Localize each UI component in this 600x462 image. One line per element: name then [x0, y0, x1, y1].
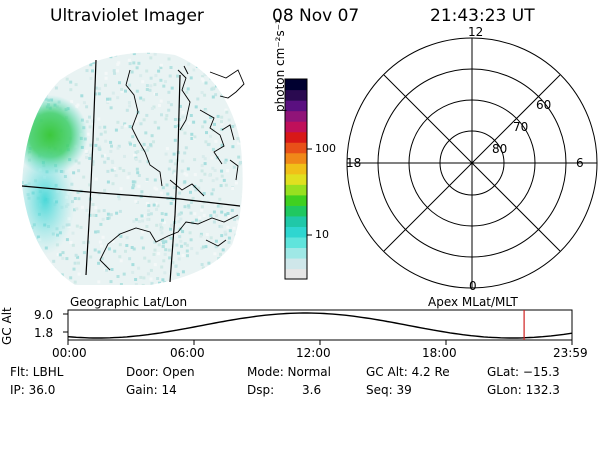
gc-xtick-3: 18:00 [422, 346, 457, 360]
status-gc-alt: GC Alt: 4.2 Re [366, 365, 450, 379]
imager-graphics [21, 37, 598, 345]
polar-mlt-6: 6 [576, 156, 584, 170]
polar-mlt-0: 0 [469, 279, 477, 293]
status-seq: Seq: 39 [366, 383, 412, 397]
gc-ymin-label: 1.8 [34, 326, 54, 340]
gc-xtick-0: 00:00 [52, 346, 87, 360]
colorbar-segment [285, 131, 307, 143]
status-filter: Flt: LBHL [10, 365, 64, 379]
status-glat: GLat: −15.3 [487, 365, 560, 379]
colorbar-segment [285, 100, 307, 112]
status-glon: GLon: 132.3 [487, 383, 560, 397]
polar-axis-diagonal-b [383, 74, 561, 252]
status-dsp-value: 3.6 [302, 383, 322, 397]
gc-altitude-curve [67, 312, 573, 339]
status-door: Door: Open [126, 365, 195, 379]
gc-xtick-2: 12:00 [296, 346, 331, 360]
status-ip: IP: 36.0 [10, 383, 56, 397]
colorbar-label-10: 10 [315, 228, 329, 241]
status-mode: Mode: Normal [247, 365, 331, 379]
colorbar-segment [285, 247, 307, 259]
aurora-oval-band [22, 145, 75, 255]
polar-mlt-18: 18 [346, 156, 362, 170]
gc-ymax-label: 9.0 [34, 308, 54, 322]
colorbar-segment [285, 121, 307, 133]
colorbar-segment [285, 79, 307, 91]
colorbar-segment [285, 163, 307, 175]
polar-plot [346, 37, 598, 289]
polar-mlt-12: 12 [468, 25, 484, 39]
colorbar-segment [285, 268, 307, 280]
colorbar-unit-label: photon cm⁻²s⁻¹ [273, 19, 287, 112]
colorbar-segment [285, 215, 307, 227]
colorbar [285, 79, 307, 280]
status-gain: Gain: 14 [126, 383, 177, 397]
colorbar-label-100: 100 [315, 142, 336, 155]
colorbar-segment [285, 152, 307, 164]
gc-x-ticks [67, 340, 573, 345]
status-dsp-label: Dsp: [247, 383, 275, 397]
colorbar-segment [285, 257, 307, 270]
observation-date: 08 Nov 07 [272, 6, 360, 26]
colorbar-segment [285, 89, 307, 101]
gc-alt-plot [63, 309, 573, 345]
polar-lat-60: 60 [536, 98, 552, 112]
imager-disk [22, 52, 243, 286]
colorbar-segment [285, 110, 307, 122]
colorbar-segment [285, 142, 307, 154]
colorbar-segment [285, 173, 307, 185]
polar-lat-70: 70 [513, 120, 529, 134]
gc-xtick-1: 06:00 [170, 346, 205, 360]
colorbar-segment [285, 236, 307, 249]
colorbar-segment [285, 194, 307, 206]
colorbar-segment [285, 184, 307, 196]
colorbar-segment [285, 205, 307, 217]
map-projection-label: Geographic Lat/Lon [70, 295, 188, 309]
colorbar-segment [285, 226, 307, 238]
polar-projection-label: Apex MLat/MLT [428, 295, 518, 309]
gc-axis-label: GC Alt [0, 307, 14, 345]
colorbar-frame [284, 78, 308, 280]
instrument-title: Ultraviolet Imager [50, 6, 204, 26]
observation-time: 21:43:23 UT [430, 6, 535, 26]
gc-xtick-4: 23:59 [553, 346, 588, 360]
coastlines [99, 65, 245, 271]
polar-lat-80: 80 [492, 142, 508, 156]
geo-grid [21, 59, 241, 283]
